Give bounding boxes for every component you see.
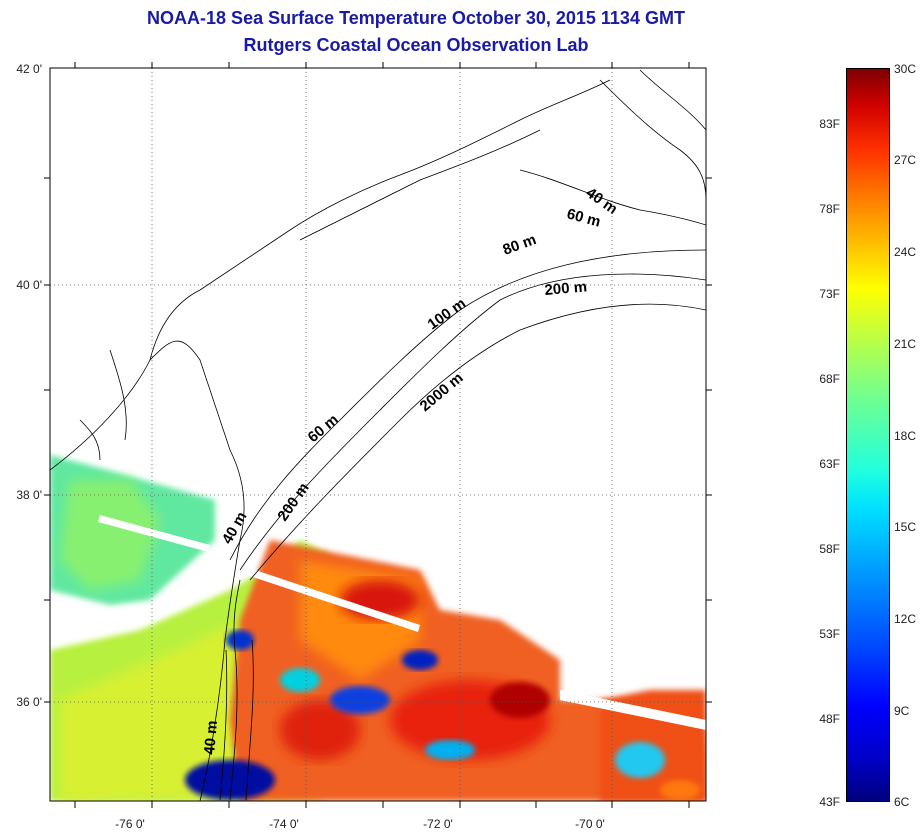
colorbar-fahrenheit-label: 63F xyxy=(819,457,840,471)
colorbar-fahrenheit-label: 43F xyxy=(819,795,840,809)
isobath-label: 60 m xyxy=(565,205,602,230)
isobath-label: 80 m xyxy=(501,231,539,259)
colorbar-fahrenheit-label: 48F xyxy=(819,712,840,726)
temperature-colorbar xyxy=(846,68,890,802)
colorbar-celsius-label: 21C xyxy=(894,337,917,351)
colorbar-fahrenheit-label: 78F xyxy=(819,202,840,216)
lon-tick-label: -72 0' xyxy=(423,817,453,831)
colorbar-fahrenheit-label: 83F xyxy=(819,117,840,131)
isobath-label: 2000 m xyxy=(417,369,467,415)
colorbar-celsius-label: 12C xyxy=(894,612,917,626)
colorbar-celsius-label: 9C xyxy=(894,704,910,718)
colorbar-fahrenheit-label: 58F xyxy=(819,542,840,556)
isobath-label: 200 m xyxy=(544,278,588,299)
isobath-label: 60 m xyxy=(305,411,342,446)
sst-data-layer xyxy=(50,455,706,801)
colorbar-fahrenheit-label: 73F xyxy=(819,287,840,301)
colorbar-fahrenheit-label: 68F xyxy=(819,372,840,386)
map-title: NOAA-18 Sea Surface Temperature October … xyxy=(147,8,685,28)
map-subtitle: Rutgers Coastal Ocean Observation Lab xyxy=(243,35,589,55)
lat-tick-label: 36 0' xyxy=(16,695,42,709)
lon-tick-label: -76 0' xyxy=(115,817,145,831)
colorbar-celsius-label: 30C xyxy=(894,62,917,76)
isobath-label: 40 m xyxy=(219,509,251,547)
colorbar-celsius-label: 24C xyxy=(894,245,917,259)
isobath-label: 100 m xyxy=(425,295,470,333)
map-frame xyxy=(44,62,712,808)
lon-tick-label: -70 0' xyxy=(575,817,605,831)
colorbar-celsius-label: 15C xyxy=(894,520,917,534)
isobath-label: 40 m xyxy=(201,720,221,756)
lat-tick-label: 38 0' xyxy=(16,488,42,502)
lat-tick-label: 42 0' xyxy=(16,62,42,76)
colorbar-celsius-label: 18C xyxy=(894,429,917,443)
coastline-layer xyxy=(50,69,706,801)
colorbar-fahrenheit-label: 53F xyxy=(819,627,840,641)
colorbar-celsius-label: 6C xyxy=(894,795,910,809)
isobath-label: 200 m xyxy=(274,480,312,525)
graticule xyxy=(50,68,706,801)
lat-tick-label: 40 0' xyxy=(16,278,42,292)
colorbar-celsius-label: 27C xyxy=(894,153,917,167)
lon-tick-label: -74 0' xyxy=(269,817,299,831)
